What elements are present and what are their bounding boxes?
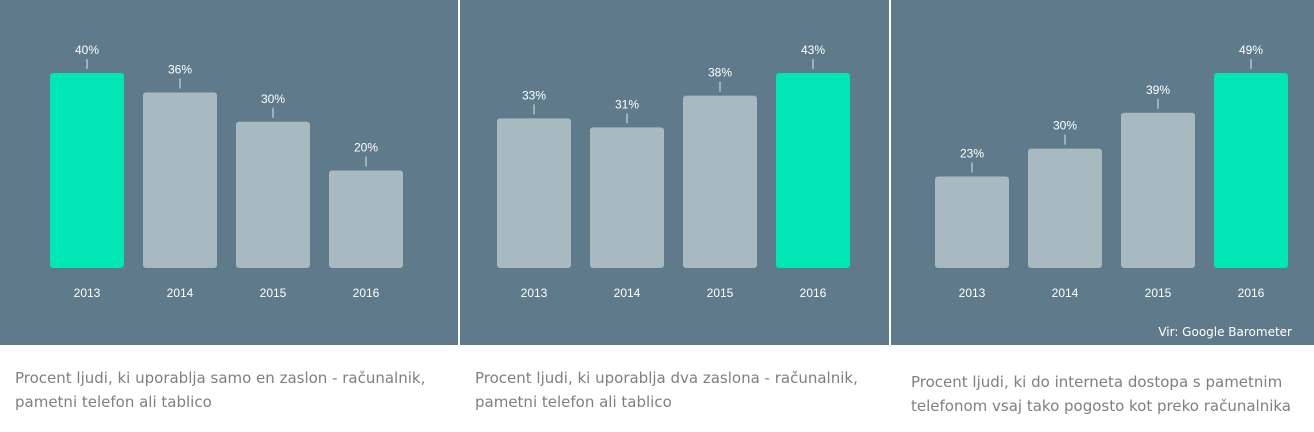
data-label: 30% (1053, 119, 1077, 133)
caption-3: Procent ljudi, ki do interneta dostopa s… (911, 370, 1291, 418)
data-label: 49% (1239, 43, 1263, 57)
caption-1: Procent ljudi, ki uporablja samo en zasl… (15, 366, 425, 414)
data-label: 31% (615, 97, 639, 111)
chart-svg-3: 23% 2013 30% 2014 39% 2015 49% 2016 (935, 43, 1288, 300)
x-tick-label: 2016 (1238, 286, 1265, 300)
x-tick-label: 2015 (1145, 286, 1172, 300)
caption-3-line-2: telefonom vsaj tako pogosto kot preko ra… (911, 397, 1291, 415)
data-label: 36% (168, 63, 192, 77)
x-tick-label: 2014 (614, 286, 641, 300)
x-tick-label: 2015 (707, 286, 734, 300)
data-label: 43% (801, 43, 825, 57)
chart-panel-2: 33% 2013 31% 2014 38% 2015 43% 2016 (460, 0, 889, 345)
x-tick-label: 2016 (800, 286, 827, 300)
bar-2015 (236, 121, 310, 268)
caption-1-line-2: pametni telefon ali tablico (15, 393, 212, 411)
data-label: 40% (75, 43, 99, 57)
x-tick-label: 2013 (74, 286, 101, 300)
bar-2016 (1214, 73, 1288, 268)
chart-svg-2: 33% 2013 31% 2014 38% 2015 43% 2016 (497, 43, 850, 300)
bar-2014 (143, 92, 217, 268)
chart-panel-3: 23% 2013 30% 2014 39% 2015 49% 2016 Vir: Google… (891, 0, 1314, 345)
bar-2016 (776, 73, 850, 268)
bar-2015 (1121, 112, 1195, 268)
caption-2: Procent ljudi, ki uporablja dva zaslona … (475, 366, 858, 414)
bar-2014 (590, 127, 664, 268)
x-tick-label: 2016 (353, 286, 380, 300)
caption-2-line-1: Procent ljudi, ki uporablja dva zaslona … (475, 369, 858, 387)
bar-2015 (683, 95, 757, 269)
x-tick-label: 2014 (167, 286, 194, 300)
data-label: 33% (522, 88, 546, 102)
data-label: 20% (354, 141, 378, 155)
caption-3-line-1: Procent ljudi, ki do interneta dostopa s… (911, 373, 1283, 391)
x-tick-label: 2013 (959, 286, 986, 300)
caption-2-line-2: pametni telefon ali tablico (475, 393, 672, 411)
caption-1-line-1: Procent ljudi, ki uporablja samo en zasl… (15, 369, 426, 387)
data-label: 23% (960, 146, 984, 160)
bar-2013 (497, 118, 571, 268)
bar-2013 (50, 73, 124, 268)
x-tick-label: 2014 (1052, 286, 1079, 300)
data-label: 30% (261, 92, 285, 106)
bar-2013 (935, 176, 1009, 268)
bar-2014 (1028, 148, 1102, 268)
x-tick-label: 2013 (521, 286, 548, 300)
chart-svg-1: 40% 2013 36% 2014 30% 2015 20% 2016 (50, 43, 403, 300)
chart-panel-1: 40% 2013 36% 2014 30% 2015 20% 2016 (0, 0, 458, 345)
x-tick-label: 2015 (260, 286, 287, 300)
data-label: 39% (1146, 83, 1170, 97)
bar-2016 (329, 170, 403, 268)
source-note: Vir: Google Barometer (1158, 325, 1292, 339)
data-label: 38% (708, 66, 732, 80)
